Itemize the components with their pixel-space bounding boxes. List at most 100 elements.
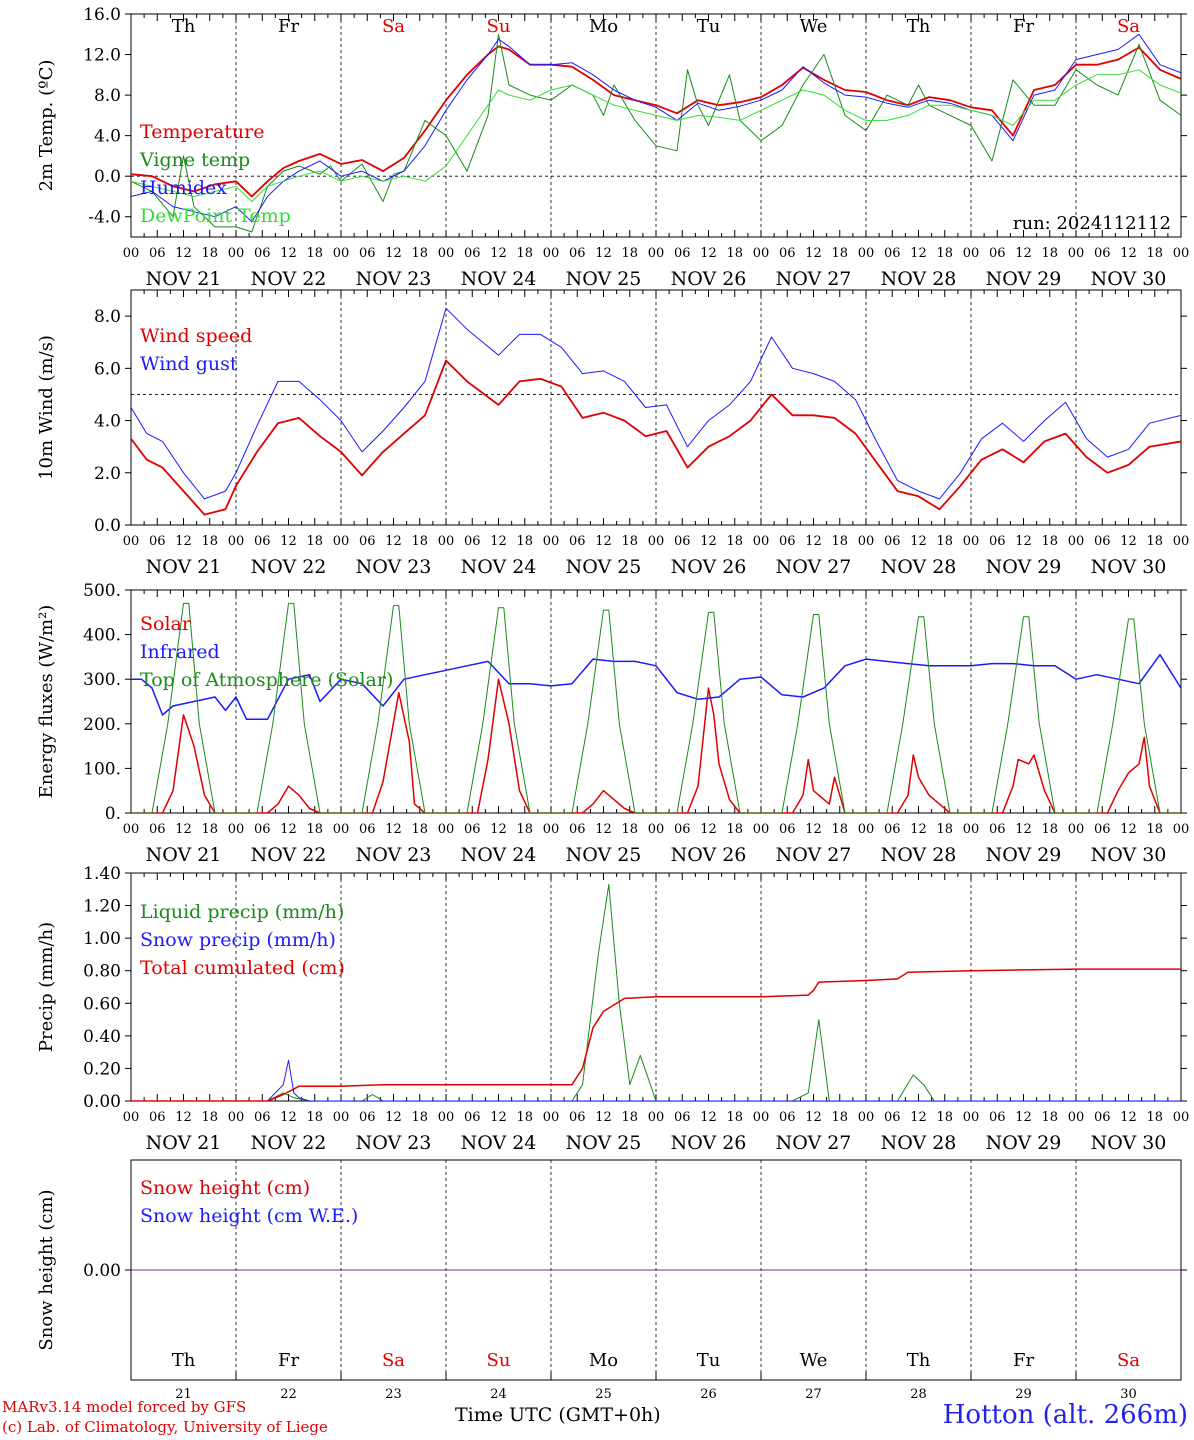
- hour-label: 00: [123, 822, 140, 837]
- day-number: 22: [280, 1387, 297, 1402]
- hour-label: 06: [254, 534, 271, 549]
- hour-label: 12: [175, 534, 192, 549]
- hour-label: 00: [963, 1110, 980, 1125]
- day-number: 23: [385, 1387, 402, 1402]
- hour-label: 18: [1041, 822, 1058, 837]
- hour-label: 12: [385, 534, 402, 549]
- series-line: [131, 33, 1181, 223]
- hour-label: 06: [464, 246, 481, 261]
- date-label: NOV 25: [566, 556, 642, 578]
- series-line: [131, 33, 1181, 233]
- legend-entry: Infrared: [140, 641, 220, 663]
- hour-label: 00: [438, 534, 455, 549]
- hour-label: 06: [359, 246, 376, 261]
- weekday-label: Mo: [589, 16, 618, 37]
- hour-label: 18: [306, 534, 323, 549]
- legend-entry: Snow height (cm): [140, 1177, 310, 1199]
- hour-label: 06: [149, 534, 166, 549]
- date-label: NOV 30: [1091, 268, 1167, 290]
- date-label: NOV 29: [986, 1132, 1062, 1154]
- hour-label: 18: [936, 822, 953, 837]
- hour-label: 12: [490, 1110, 507, 1125]
- x-axis-title: Time UTC (GMT+0h): [455, 1404, 661, 1426]
- legend-entry: Humidex: [140, 177, 227, 199]
- legend-entry: Snow height (cm W.E.): [140, 1205, 358, 1227]
- hour-label: 00: [753, 822, 770, 837]
- hour-label: 00: [123, 534, 140, 549]
- weekday-label: Fr: [1013, 1350, 1034, 1371]
- y-tick-label: 400.: [83, 626, 121, 646]
- date-label: NOV 26: [671, 1132, 747, 1154]
- hour-label: 06: [359, 822, 376, 837]
- day-number: 26: [700, 1387, 717, 1402]
- hour-label: 18: [831, 822, 848, 837]
- date-label: NOV 26: [671, 844, 747, 866]
- hour-label: 06: [1094, 822, 1111, 837]
- legend-entry: DewPoint Temp: [140, 205, 291, 227]
- hour-label: 18: [306, 246, 323, 261]
- y-tick-label: 1.00: [83, 929, 121, 949]
- y-tick-label: 8.0: [94, 307, 121, 327]
- y-tick-label: 4.0: [94, 127, 121, 147]
- date-label: NOV 28: [881, 1132, 957, 1154]
- hour-label: 00: [963, 246, 980, 261]
- hour-label: 06: [884, 534, 901, 549]
- date-label: NOV 22: [251, 844, 327, 866]
- hour-label: 06: [149, 246, 166, 261]
- hour-label: 00: [858, 822, 875, 837]
- hour-label: 06: [779, 1110, 796, 1125]
- credit-lab: (c) Lab. of Climatology, University of L…: [2, 1418, 328, 1436]
- panel-2: 00 06 12 18 00 06 12 18 00 06 12 18 00 06 12 18 00 06 12 18…: [36, 289, 1189, 578]
- hour-label: 18: [1041, 534, 1058, 549]
- station-name: Hotton (alt. 266m): [942, 1400, 1188, 1430]
- y-tick-label: 500.: [83, 581, 121, 601]
- hour-label: 12: [910, 246, 927, 261]
- hour-label: 06: [884, 1110, 901, 1125]
- hour-label: 06: [464, 1110, 481, 1125]
- legend-entry: Total cumulated (cm): [140, 957, 345, 979]
- hour-label: 18: [621, 246, 638, 261]
- day-number: 30: [1120, 1387, 1137, 1402]
- hour-label: 06: [464, 822, 481, 837]
- hour-label: 06: [254, 1110, 271, 1125]
- hour-label: 12: [1120, 534, 1137, 549]
- hour-label: 12: [910, 1110, 927, 1125]
- hour-label: 18: [621, 534, 638, 549]
- date-label: NOV 26: [671, 268, 747, 290]
- date-label: NOV 27: [776, 844, 852, 866]
- day-number: 28: [910, 1387, 927, 1402]
- series-line: [131, 968, 1181, 1101]
- hour-label: 00: [963, 534, 980, 549]
- y-axis-label: Snow height (cm): [36, 1189, 57, 1350]
- date-label: NOV 22: [251, 268, 327, 290]
- weekday-label: Fr: [278, 1350, 299, 1371]
- y-axis-label: 2m Temp. (ºC): [36, 60, 57, 192]
- date-label: NOV 27: [776, 268, 852, 290]
- hour-label: 12: [1015, 246, 1032, 261]
- hour-label: 12: [700, 822, 717, 837]
- hour-label: 12: [700, 1110, 717, 1125]
- hour-label: 00: [648, 246, 665, 261]
- run-label: run: 2024112112: [1013, 213, 1171, 234]
- hour-label: 06: [149, 1110, 166, 1125]
- hour-label: 18: [726, 534, 743, 549]
- hour-label: 06: [254, 246, 271, 261]
- y-tick-label: 16.0: [83, 5, 121, 25]
- series-line: [131, 359, 1181, 516]
- date-label: NOV 27: [776, 1132, 852, 1154]
- hour-label: 12: [595, 534, 612, 549]
- y-tick-label: 100.: [83, 759, 121, 779]
- legend-entry: Snow precip (mm/h): [140, 929, 336, 951]
- y-tick-label: -4.0: [88, 208, 121, 228]
- hour-label: 06: [989, 1110, 1006, 1125]
- y-axis-label: Precip (mm/h): [36, 922, 57, 1052]
- hour-label: 18: [201, 822, 218, 837]
- legend-entry: Liquid precip (mm/h): [140, 901, 344, 923]
- y-tick-label: 0.00: [83, 1261, 121, 1281]
- hour-label: 00: [438, 246, 455, 261]
- hour-label: 12: [805, 1110, 822, 1125]
- date-label: NOV 23: [356, 268, 432, 290]
- hour-label: 00: [1173, 822, 1190, 837]
- hour-label: 00: [753, 246, 770, 261]
- hour-label: 06: [779, 534, 796, 549]
